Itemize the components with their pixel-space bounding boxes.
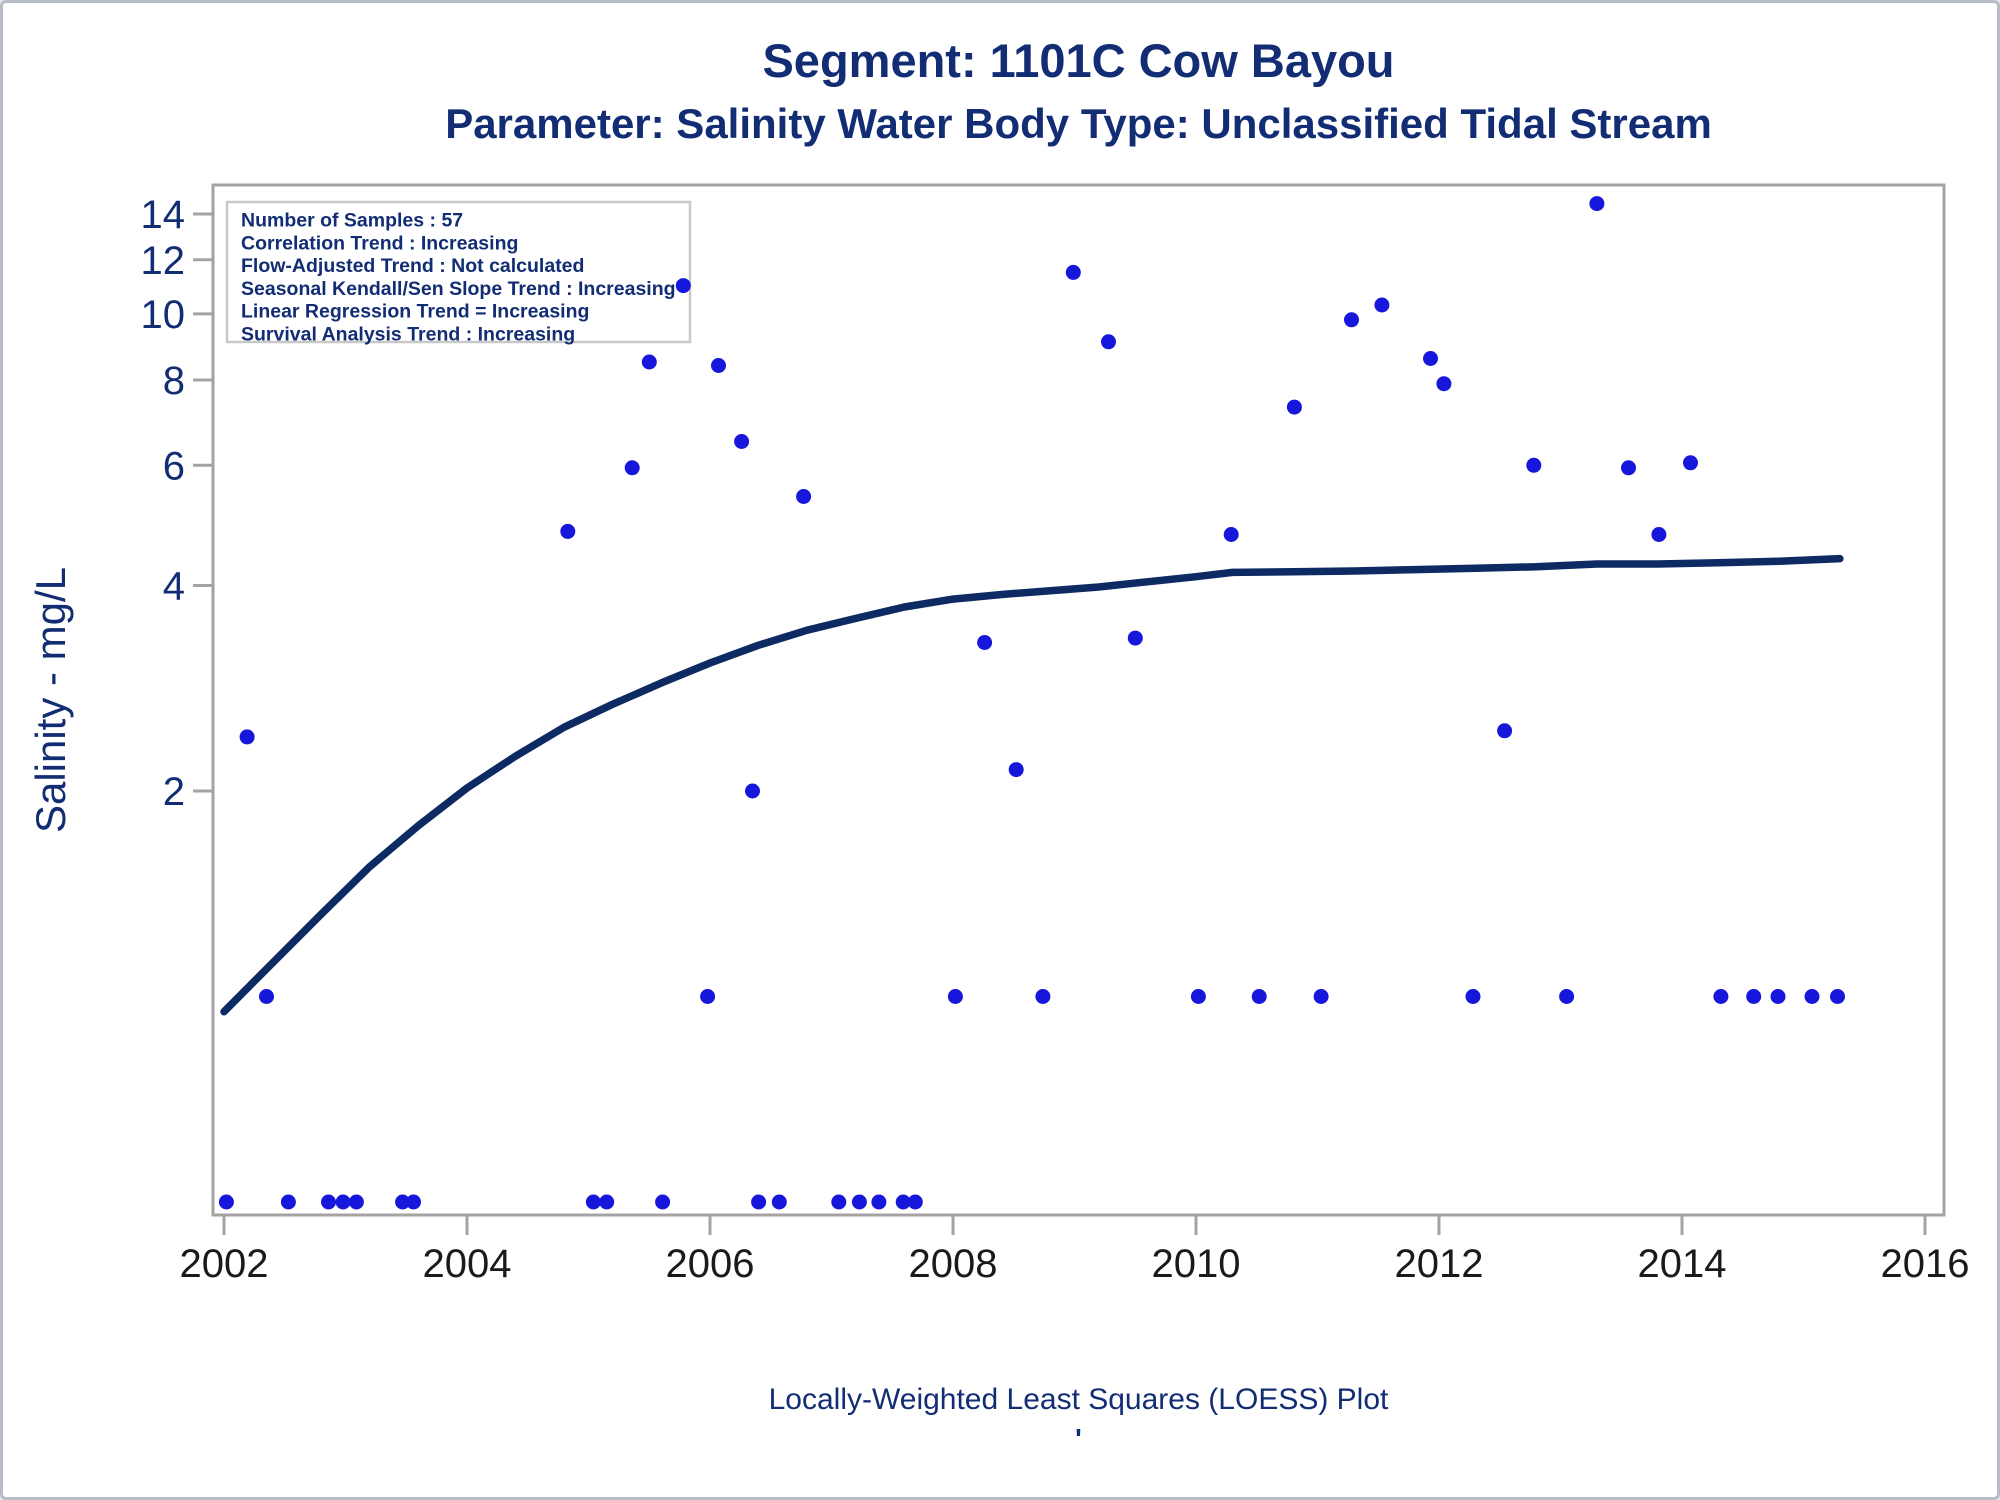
stats-box-line: Survival Analysis Trend : Increasing bbox=[241, 324, 575, 346]
scatter-point bbox=[1713, 989, 1729, 1004]
scatter-point bbox=[585, 1194, 601, 1210]
scatter-point bbox=[1127, 630, 1143, 646]
scatter-point bbox=[675, 278, 691, 294]
chart-title: Segment: 1101C Cow Bayou bbox=[762, 34, 1395, 87]
x-axis: 2002 2004 2006 2008 2010 2012 2014 2016 bbox=[180, 1215, 1970, 1286]
scatter-point bbox=[907, 1194, 923, 1210]
scatter-point bbox=[895, 1194, 911, 1210]
x-tick-label: 2004 bbox=[423, 1242, 512, 1286]
scatter-point bbox=[1344, 312, 1359, 328]
scatter-point bbox=[335, 1194, 351, 1210]
scatter-point bbox=[1251, 989, 1267, 1004]
scatter-point bbox=[259, 989, 274, 1004]
footnote-text: Locally-Weighted Least Squares (LOESS) P… bbox=[768, 1383, 1389, 1416]
stats-box-line: Linear Regression Trend = Increasing bbox=[241, 301, 589, 323]
series-censored-samples-plotted-at-axis-bottom-0-5-mg-l- bbox=[218, 1194, 923, 1210]
scatter-point bbox=[655, 1194, 671, 1210]
scatter-point bbox=[624, 460, 640, 476]
y-tick-label: 6 bbox=[163, 444, 185, 488]
scatter-point bbox=[977, 635, 993, 650]
x-tick-label: 2016 bbox=[1881, 1242, 1970, 1286]
scatter-point bbox=[1035, 989, 1051, 1004]
scatter-point bbox=[321, 1194, 336, 1210]
scatter-point bbox=[796, 489, 812, 504]
y-axis-title: Salinity - mg/L bbox=[27, 567, 74, 833]
stats-box-line: Flow-Adjusted Trend : Not calculated bbox=[241, 255, 584, 277]
stats-box-line: Number of Samples : 57 bbox=[241, 210, 463, 232]
scatter-point bbox=[831, 1194, 847, 1210]
scatter-point bbox=[1497, 723, 1513, 739]
x-tick-label: 2010 bbox=[1152, 1242, 1241, 1286]
scatter-point bbox=[1436, 376, 1452, 392]
scatter-point bbox=[348, 1194, 364, 1210]
scatter-point bbox=[218, 1194, 234, 1210]
stats-box-line: Correlation Trend : Increasing bbox=[241, 232, 518, 254]
chart-subtitle: Parameter: Salinity Water Body Type: Unc… bbox=[445, 100, 1712, 147]
scatter-point bbox=[1589, 196, 1605, 212]
scatter-point bbox=[1746, 989, 1762, 1004]
scatter-point bbox=[1651, 527, 1667, 542]
x-tick-label: 2012 bbox=[1395, 1242, 1484, 1286]
x-tick-label: 2006 bbox=[666, 1242, 755, 1286]
scatter-point bbox=[734, 434, 750, 449]
scatter-point bbox=[560, 523, 576, 539]
scatter-point bbox=[1423, 351, 1438, 366]
scatter-point bbox=[406, 1194, 421, 1210]
x-tick-label: 2008 bbox=[909, 1242, 998, 1286]
scatter-point bbox=[1830, 989, 1845, 1004]
y-tick-label: 2 bbox=[163, 770, 185, 814]
footnote-mark: ' bbox=[1075, 1423, 1082, 1454]
scatter-point bbox=[280, 1194, 296, 1210]
scatter-point bbox=[700, 989, 716, 1004]
x-tick-label: 2014 bbox=[1638, 1242, 1727, 1286]
scatter-point bbox=[599, 1194, 615, 1210]
scatter-point bbox=[1559, 989, 1575, 1004]
scatter-point bbox=[1313, 989, 1329, 1004]
stats-box-frame bbox=[225, 200, 692, 344]
scatter-point bbox=[1526, 457, 1542, 473]
y-tick-label: 10 bbox=[141, 293, 186, 337]
scatter-point bbox=[1621, 460, 1636, 476]
scatter-point bbox=[1101, 334, 1116, 350]
stats-box-line: Seasonal Kendall/Sen Slope Trend : Incre… bbox=[241, 278, 676, 300]
scatter-point bbox=[711, 358, 726, 373]
scatter-point bbox=[1770, 989, 1786, 1004]
series-salinity-samples bbox=[239, 196, 1698, 799]
scatter-point bbox=[745, 783, 760, 799]
scatter-point bbox=[751, 1194, 767, 1210]
y-tick-label: 8 bbox=[163, 359, 185, 403]
x-tick-label: 2002 bbox=[180, 1242, 269, 1286]
scatter-point bbox=[395, 1194, 411, 1210]
loess-curve bbox=[220, 554, 1844, 1016]
scatter-point bbox=[1065, 264, 1081, 280]
y-tick-label: 12 bbox=[141, 239, 186, 283]
scatter-point bbox=[1465, 989, 1481, 1004]
scatter-point bbox=[1804, 989, 1820, 1004]
scatter-point bbox=[1223, 527, 1239, 542]
scatter-point bbox=[1374, 297, 1390, 313]
scatter-point bbox=[871, 1194, 887, 1210]
scatter-point bbox=[851, 1194, 867, 1210]
y-tick-label: 4 bbox=[163, 564, 185, 608]
scatter-point bbox=[1286, 399, 1302, 415]
scatter-plot-canvas: 2002 2004 2006 2008 2010 2012 2014 2016 2 4 6 8 10 12… bbox=[27, 183, 1970, 1286]
plot-frame bbox=[211, 183, 1946, 1217]
scatter-point bbox=[947, 989, 963, 1004]
y-tick-label: 14 bbox=[141, 193, 186, 237]
scatter-point bbox=[771, 1194, 787, 1210]
scatter-point bbox=[1683, 455, 1698, 471]
scatter-point bbox=[1190, 989, 1206, 1004]
series-samples-at-detection-limit-1-0-mg-l bbox=[259, 989, 1845, 1004]
scatter-point bbox=[1008, 762, 1024, 778]
scatter-point bbox=[641, 354, 657, 370]
scatter-point bbox=[239, 729, 255, 745]
